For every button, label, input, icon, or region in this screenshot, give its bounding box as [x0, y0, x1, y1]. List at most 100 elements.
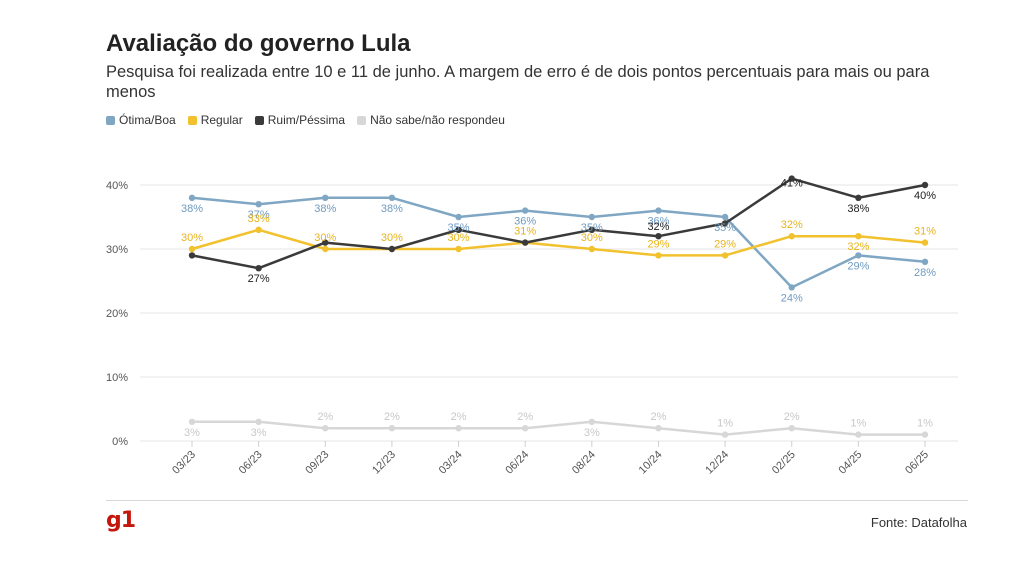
- x-tick-label: 10/24: [637, 449, 665, 477]
- data-point: [322, 239, 329, 246]
- data-label: 30%: [381, 232, 403, 244]
- x-tick-label: 12/23: [370, 449, 398, 477]
- data-label: 29%: [647, 238, 669, 250]
- data-point: [255, 418, 262, 425]
- data-label: 2%: [651, 411, 667, 423]
- data-label: 2%: [784, 411, 800, 423]
- data-point: [855, 252, 862, 259]
- data-label: 2%: [317, 411, 333, 423]
- data-label: 36%: [514, 216, 536, 228]
- data-label: 1%: [917, 418, 933, 430]
- data-point: [255, 265, 262, 272]
- x-tick-label: 08/24: [570, 449, 598, 477]
- y-tick-label: 40%: [106, 180, 128, 192]
- data-point: [855, 431, 862, 438]
- data-point: [388, 245, 396, 253]
- data-point: [588, 245, 596, 253]
- legend-item-otima-boa: Ótima/Boa: [106, 113, 176, 127]
- data-label: 3%: [184, 427, 200, 439]
- data-point: [921, 239, 929, 246]
- data-point: [188, 245, 196, 253]
- data-label: 24%: [781, 292, 803, 304]
- data-label: 1%: [850, 418, 866, 430]
- data-point: [588, 213, 596, 221]
- data-point: [388, 194, 396, 201]
- data-label: 29%: [714, 238, 736, 250]
- data-point: [655, 252, 662, 259]
- data-label: 2%: [384, 411, 400, 423]
- data-label: 2%: [517, 411, 533, 423]
- legend-item-ruim-pessima: Ruim/Péssima: [254, 113, 346, 127]
- data-label: 29%: [847, 260, 869, 272]
- data-label: 41%: [781, 178, 803, 190]
- data-point: [788, 425, 795, 432]
- data-point: [255, 201, 262, 208]
- data-label: 32%: [647, 221, 669, 233]
- footer-divider: [106, 500, 968, 501]
- data-label: 36%: [647, 216, 669, 228]
- data-point: [322, 425, 329, 432]
- data-point: [521, 207, 529, 214]
- data-label: 31%: [914, 226, 936, 238]
- data-label: 32%: [847, 241, 869, 253]
- data-point: [721, 252, 729, 259]
- g1-logo: g1: [106, 508, 136, 533]
- legend-item-regular: Regular: [187, 113, 243, 127]
- data-label: 33%: [248, 213, 270, 225]
- data-label: 2%: [451, 411, 467, 423]
- data-label: 28%: [914, 267, 936, 279]
- legend-swatch: [357, 115, 367, 125]
- x-tick-label: 12/24: [703, 449, 731, 477]
- data-label: 32%: [781, 219, 803, 231]
- data-point: [455, 425, 462, 432]
- legend-label: Regular: [200, 113, 243, 127]
- data-point: [455, 245, 462, 253]
- x-tick-label: 02/25: [770, 449, 798, 477]
- series-line: [191, 196, 926, 289]
- data-label: 30%: [448, 232, 470, 244]
- data-point: [455, 226, 462, 233]
- legend-swatch: [254, 115, 264, 125]
- data-point: [655, 425, 662, 432]
- x-tick-label: 09/23: [303, 449, 331, 477]
- legend: Ótima/Boa Regular Ruim/Péssima Não sabe/…: [106, 113, 505, 127]
- x-tick-label: 03/24: [437, 449, 465, 477]
- chart-title: Avaliação do governo Lula: [106, 30, 411, 57]
- data-label: 38%: [181, 203, 203, 215]
- data-point: [255, 226, 262, 233]
- legend-label: Ótima/Boa: [119, 113, 176, 127]
- data-point: [188, 252, 196, 259]
- y-tick-label: 10%: [106, 372, 128, 384]
- legend-label: Ruim/Péssima: [267, 113, 346, 127]
- data-label: 30%: [581, 232, 603, 244]
- data-label: 38%: [847, 203, 869, 215]
- data-point: [455, 213, 462, 221]
- data-point: [188, 194, 196, 201]
- data-label: 31%: [514, 226, 536, 238]
- data-point: [322, 245, 329, 253]
- data-label: 30%: [181, 232, 203, 244]
- x-tick-label: 06/25: [903, 449, 931, 477]
- data-point: [721, 213, 729, 221]
- legend-item-nao-sabe: Não sabe/não respondeu: [357, 113, 505, 127]
- series-line: [191, 177, 926, 270]
- data-label: 35%: [448, 222, 470, 234]
- data-point: [521, 239, 529, 246]
- data-point: [588, 226, 596, 233]
- data-point: [788, 284, 795, 291]
- data-point: [588, 418, 596, 425]
- legend-swatch: [187, 115, 197, 125]
- data-point: [655, 207, 662, 214]
- series-line: [192, 420, 925, 436]
- legend-swatch: [106, 115, 115, 125]
- data-point: [855, 233, 862, 240]
- x-tick-label: 03/23: [170, 449, 198, 477]
- y-tick-label: 20%: [106, 308, 128, 320]
- data-label: 38%: [314, 203, 336, 215]
- data-label: 30%: [314, 232, 336, 244]
- data-label: 37%: [248, 209, 270, 221]
- x-tick-label: 06/24: [503, 449, 531, 477]
- chart-subtitle: Pesquisa foi realizada entre 10 e 11 de …: [106, 63, 930, 101]
- data-point: [921, 431, 929, 438]
